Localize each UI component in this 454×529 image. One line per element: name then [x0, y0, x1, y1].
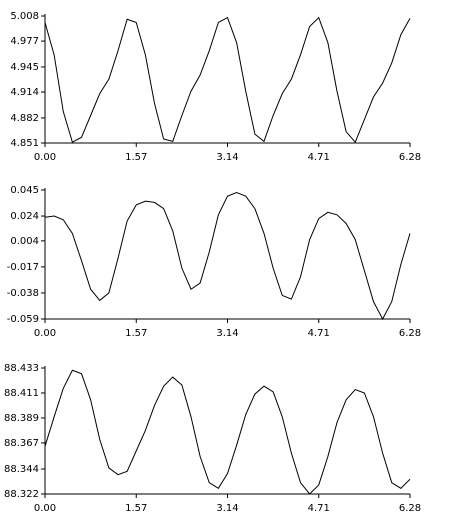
x-tick-label: 6.28	[399, 328, 421, 339]
line	[44, 369, 411, 495]
y-tick-label: 0.024	[10, 211, 39, 222]
x-tick-label: 1.57	[125, 152, 147, 163]
y-tick-label: 4.851	[10, 138, 39, 149]
x-tick-label: 3.14	[216, 328, 238, 339]
y-tick-label: 88.344	[4, 464, 39, 475]
x-tick-label: 4.71	[308, 503, 330, 514]
x-tick-label: 0.00	[34, 152, 56, 163]
y-tick-label: 0.004	[10, 236, 39, 247]
y-tick-label: 88.433	[4, 363, 39, 374]
y-tick-label: 0.045	[10, 185, 39, 196]
x-tick-label: 1.57	[125, 328, 147, 339]
y-tick-label: 4.914	[10, 87, 39, 98]
y-tick-label: 88.389	[4, 413, 39, 424]
x-tick-label: 0.00	[34, 503, 56, 514]
x-tick-label: 4.71	[308, 152, 330, 163]
y-tick-label: 88.322	[4, 489, 39, 500]
y-tick-label: -0.038	[7, 288, 39, 299]
y-tick-label: 5.008	[10, 11, 39, 22]
y-tick-label: -0.017	[7, 262, 39, 273]
x-tick-label: 3.14	[216, 152, 238, 163]
y-tick-label: 4.945	[10, 62, 39, 73]
line	[44, 191, 411, 321]
x-tick-label: 6.28	[399, 152, 421, 163]
y-tick-label: 88.411	[4, 388, 39, 399]
line	[44, 16, 411, 144]
y-tick-label: 4.977	[10, 36, 39, 47]
y-tick-label: 4.882	[10, 113, 39, 124]
x-tick-label: 4.71	[308, 328, 330, 339]
x-tick-label: 0.00	[34, 328, 56, 339]
x-tick-label: 3.14	[216, 503, 238, 514]
y-tick-label: -0.059	[7, 314, 39, 325]
x-tick-label: 6.28	[399, 503, 421, 514]
y-tick-label: 88.367	[4, 438, 39, 449]
x-tick-label: 1.57	[125, 503, 147, 514]
